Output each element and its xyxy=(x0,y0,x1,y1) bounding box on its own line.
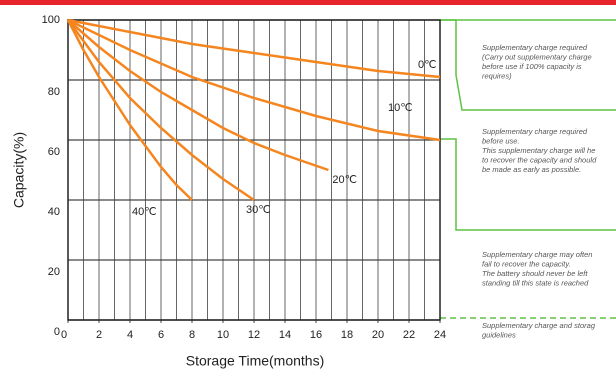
x-axis-label: Storage Time(months) xyxy=(186,353,325,369)
bracket xyxy=(440,19,616,111)
y-tick-label: 40 xyxy=(48,206,60,218)
series-label: 20℃ xyxy=(332,174,357,186)
series-line xyxy=(67,18,441,142)
y-tick-label: 80 xyxy=(48,86,60,98)
x-tick-label: 0 xyxy=(61,329,67,341)
y-axis-label: Capacity(%) xyxy=(11,132,27,208)
series-line xyxy=(66,19,255,202)
y-tick-label: 20 xyxy=(48,266,60,278)
x-tick-label: 16 xyxy=(310,329,322,341)
y-tick-label: 100 xyxy=(42,14,60,26)
annotation: fail to recover the capacity. xyxy=(482,259,571,268)
y-tick-label: 0 xyxy=(54,326,60,338)
x-tick-label: 24 xyxy=(434,329,446,341)
x-tick-label: 4 xyxy=(127,329,133,341)
x-tick-label: 2 xyxy=(96,329,102,341)
x-tick-label: 18 xyxy=(341,329,353,341)
x-tick-label: 8 xyxy=(189,329,195,341)
annotation: Supplementary charge may often xyxy=(482,250,592,259)
series-label: 0℃ xyxy=(418,59,436,71)
top-bar xyxy=(0,0,616,5)
bracket xyxy=(440,138,616,231)
x-tick-label: 22 xyxy=(403,329,415,341)
x-tick-label: 20 xyxy=(372,329,384,341)
x-tick-label: 12 xyxy=(248,329,260,341)
plot-frame xyxy=(67,19,441,321)
series-line xyxy=(67,18,441,79)
annotation: The battery should never be left xyxy=(482,269,588,278)
series-label: 40℃ xyxy=(132,206,157,218)
zone-brackets xyxy=(440,19,616,319)
annotation: requires) xyxy=(482,71,512,80)
series-line xyxy=(67,19,329,172)
annotation: before use if 100% capacity is xyxy=(482,62,582,71)
x-tick-label: 14 xyxy=(279,329,291,341)
annotation: before use. xyxy=(482,136,520,145)
series-label: 10℃ xyxy=(388,102,413,114)
annotation: (Carry out supplementary charge xyxy=(482,52,592,61)
series-line xyxy=(66,19,193,201)
annotation: This supplementary charge will he xyxy=(482,146,595,155)
annotation: standing till this state is reached xyxy=(482,278,589,287)
annotation: Supplementary charge and storag xyxy=(482,321,596,330)
x-tick-label: 6 xyxy=(158,329,164,341)
y-tick-label: 60 xyxy=(48,146,60,158)
x-tick-label: 10 xyxy=(217,329,229,341)
series-label: 30℃ xyxy=(246,204,271,216)
annotation: guidelines xyxy=(482,330,516,339)
annotation: Supplementary charge required xyxy=(482,127,588,136)
annotation: Supplementary charge required xyxy=(482,43,588,52)
annotation: to recover the capacity and should xyxy=(482,155,597,164)
annotation: be made as early as possible. xyxy=(482,165,581,174)
